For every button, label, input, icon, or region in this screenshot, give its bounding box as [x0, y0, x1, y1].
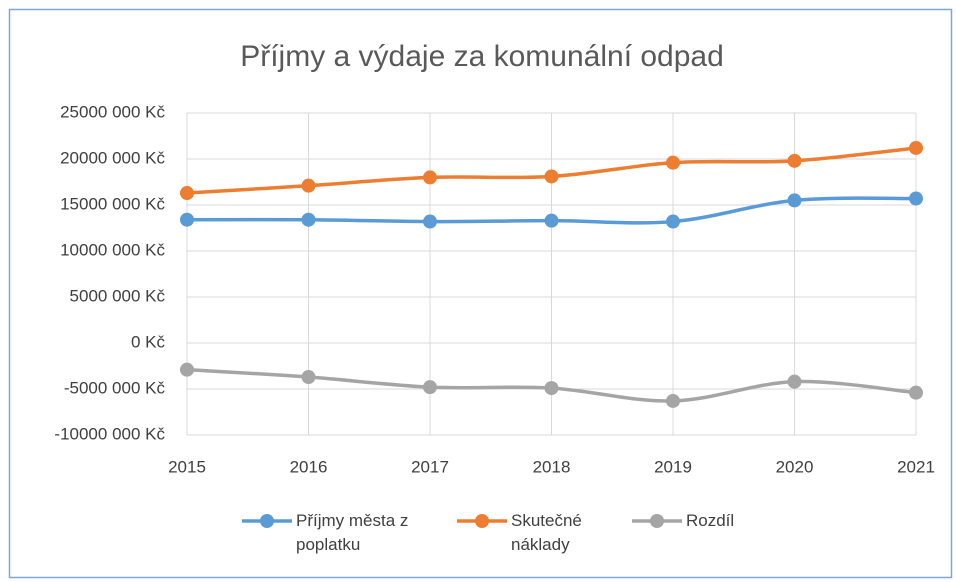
- data-point: [909, 385, 923, 400]
- legend-item: Rozdíl: [630, 509, 806, 533]
- y-tick-label: -10000 000 Kč: [54, 424, 165, 443]
- data-point: [301, 370, 316, 385]
- data-point: [423, 380, 437, 395]
- x-tick-label: 2015: [168, 457, 206, 476]
- legend-label: Skutečné náklady: [511, 511, 582, 554]
- y-tick-label: 5000 000 Kč: [70, 286, 166, 305]
- data-point: [180, 212, 194, 227]
- data-point: [909, 140, 923, 155]
- y-tick-label: 20000 000 Kč: [60, 148, 165, 167]
- lines: [180, 140, 923, 408]
- data-point: [301, 178, 316, 193]
- legend-item: Příjmy města z poplatku: [240, 509, 416, 557]
- legend-marker: [260, 514, 274, 528]
- x-tick-label: 2016: [290, 457, 328, 476]
- legend-swatch: [457, 514, 507, 528]
- data-point: [180, 362, 194, 377]
- legend-item: Skutečné náklady: [455, 509, 631, 557]
- data-point: [544, 169, 559, 184]
- data-point: [423, 214, 437, 229]
- data-point: [180, 186, 194, 201]
- legend-swatch: [242, 514, 292, 528]
- legend-label: Rozdíl: [686, 511, 735, 530]
- x-tick-label: 2021: [897, 457, 935, 476]
- data-point: [423, 170, 437, 185]
- data-point: [787, 153, 802, 168]
- data-point: [909, 191, 923, 206]
- data-point: [666, 393, 680, 408]
- y-tick-label: 10000 000 Kč: [60, 240, 165, 259]
- x-tick-label: 2017: [411, 457, 449, 476]
- data-point: [787, 374, 802, 389]
- data-point: [666, 214, 680, 229]
- legend-swatch: [632, 514, 682, 528]
- y-tick-label: -5000 000 Kč: [64, 378, 166, 397]
- legend-marker: [475, 514, 489, 528]
- data-point: [301, 212, 316, 227]
- data-point: [544, 381, 559, 396]
- data-point: [787, 193, 802, 208]
- legend-label: Příjmy města z poplatku: [296, 511, 409, 554]
- data-point: [666, 155, 680, 170]
- x-tick-label: 2020: [776, 457, 814, 476]
- legend-marker: [650, 514, 664, 528]
- y-tick-label: 15000 000 Kč: [60, 194, 165, 213]
- chart-title: Příjmy a výdaje za komunální odpad: [240, 40, 724, 73]
- x-tick-label: 2019: [654, 457, 692, 476]
- y-tick-label: 0 Kč: [131, 332, 166, 351]
- data-point: [544, 213, 559, 228]
- x-tick-label: 2018: [533, 457, 571, 476]
- y-tick-label: 25000 000 Kč: [60, 102, 165, 121]
